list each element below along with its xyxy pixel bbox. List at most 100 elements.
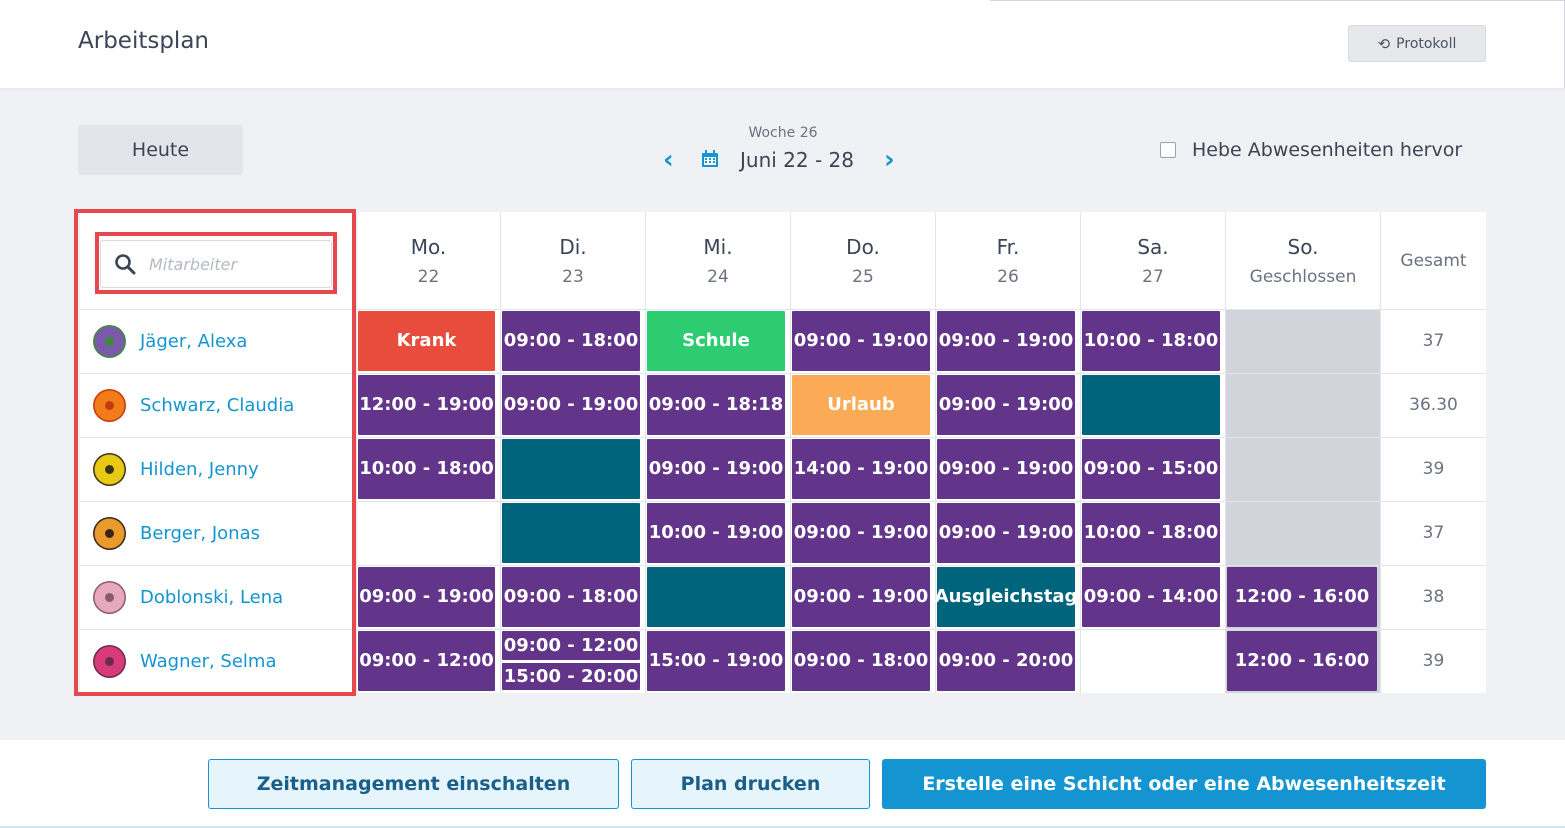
shift-block[interactable]: 12:00 - 19:00	[358, 375, 495, 435]
grid-column-divider	[790, 212, 791, 693]
shift-block[interactable]: Schule	[647, 311, 785, 371]
shift-block[interactable]: 12:00 - 16:00	[1227, 631, 1377, 691]
shift-block[interactable]: 10:00 - 18:00	[1082, 503, 1220, 563]
grid-row-divider	[356, 629, 1486, 630]
create-shift-button[interactable]: Erstelle eine Schicht oder eine Abwesenh…	[882, 759, 1486, 809]
day-name: Di.	[559, 234, 587, 259]
grid-column-divider	[645, 212, 646, 693]
chevron-right-icon[interactable]: ›	[884, 145, 895, 175]
shift-block[interactable]: 09:00 - 18:00	[502, 311, 640, 371]
shift-block[interactable]: 10:00 - 19:00	[647, 503, 785, 563]
day-header: Mi. 24	[645, 212, 790, 309]
shift-block[interactable]: 15:00 - 19:00	[647, 631, 785, 691]
print-plan-button[interactable]: Plan drucken	[631, 759, 870, 809]
employee-search-input[interactable]	[149, 254, 319, 274]
shift-block[interactable]: Krank	[358, 311, 495, 371]
grid-row-divider	[356, 565, 1486, 566]
shift-block[interactable]: 12:00 - 16:00	[1227, 567, 1377, 627]
day-name: So.	[1287, 234, 1319, 259]
day-header: Mo. 22	[356, 212, 500, 309]
page-title: Arbeitsplan	[78, 28, 209, 54]
protokoll-button[interactable]: ⟲ Protokoll	[1348, 25, 1486, 62]
shift-block[interactable]: 09:00 - 19:00	[647, 439, 785, 499]
shift-block[interactable]: 15:00 - 20:00	[502, 660, 640, 690]
calendar-icon[interactable]	[700, 149, 720, 169]
shift-block[interactable]: 09:00 - 19:00	[792, 503, 930, 563]
day-date: 27	[1142, 266, 1164, 287]
day-name: Fr.	[996, 234, 1020, 259]
shift-block[interactable]: 09:00 - 19:00	[358, 567, 495, 627]
employee-row[interactable]: Wagner, Selma	[80, 629, 356, 693]
today-button[interactable]: Heute	[78, 125, 243, 175]
shift-block[interactable]: Urlaub	[792, 375, 930, 435]
shift-block[interactable]: 09:00 - 19:00	[937, 375, 1075, 435]
absence-block[interactable]	[647, 567, 785, 627]
grid-row-divider	[356, 437, 1486, 438]
grid-row-divider	[356, 373, 1486, 374]
employee-name-link[interactable]: Jäger, Alexa	[140, 330, 248, 352]
schedule-grid: Jäger, Alexa Schwarz, Claudia Hilden, Jenn…	[80, 212, 1486, 693]
avatar-magenta-flower	[93, 644, 126, 678]
shift-block[interactable]: 09:00 - 20:00	[937, 631, 1075, 691]
employee-row[interactable]: Hilden, Jenny	[80, 437, 356, 501]
grid-column-divider	[1225, 212, 1226, 693]
shift-block[interactable]: 09:00 - 12:00	[502, 631, 640, 660]
grid-column-divider	[356, 212, 357, 693]
shift-block[interactable]: 09:00 - 18:00	[792, 631, 930, 691]
avatar-yellow-flower	[93, 452, 126, 486]
shift-block[interactable]: 09:00 - 14:00	[1082, 567, 1220, 627]
grid-column-divider	[500, 212, 501, 693]
day-date: Geschlossen	[1249, 266, 1357, 287]
shift-block[interactable]: 09:00 - 19:00	[937, 439, 1075, 499]
employee-row[interactable]: Jäger, Alexa	[80, 309, 356, 373]
highlight-absences-checkbox[interactable]	[1160, 142, 1176, 158]
employee-name-link[interactable]: Schwarz, Claudia	[140, 394, 295, 416]
day-date: 25	[852, 266, 874, 287]
day-header: Sa. 27	[1080, 212, 1225, 309]
shift-block[interactable]: 09:00 - 18:00	[502, 567, 640, 627]
employee-total-hours: 37	[1380, 309, 1486, 373]
shift-block[interactable]: 09:00 - 12:00	[358, 631, 495, 691]
footer-bottom-border	[0, 826, 1565, 828]
avatar-pink-flower	[93, 580, 126, 614]
employee-name-link[interactable]: Berger, Jonas	[140, 522, 260, 544]
chevron-left-icon[interactable]: ‹	[663, 145, 674, 175]
shift-block[interactable]: 09:00 - 19:00	[792, 567, 930, 627]
date-range[interactable]: Juni 22 - 28	[740, 148, 854, 172]
shift-block[interactable]: Ausgleichstag	[935, 567, 1077, 627]
day-header: Do. 25	[790, 212, 935, 309]
shift-block[interactable]: 09:00 - 19:00	[502, 375, 640, 435]
shift-block[interactable]: 10:00 - 18:00	[358, 439, 495, 499]
employee-column-highlight-frame	[74, 209, 356, 696]
shift-block[interactable]: 14:00 - 19:00	[792, 439, 930, 499]
day-date: 26	[997, 266, 1019, 287]
shift-block[interactable]: 09:00 - 19:00	[937, 311, 1075, 371]
absence-block[interactable]	[1082, 375, 1220, 435]
employee-total-hours: 37	[1380, 501, 1486, 565]
avatar-orange-flower	[93, 388, 126, 422]
header-top-border	[990, 0, 1565, 1]
shift-block[interactable]: 10:00 - 18:00	[1082, 311, 1220, 371]
grid-column-divider	[935, 212, 936, 693]
highlight-absences-toggle[interactable]: Hebe Abwesenheiten hervor	[1160, 139, 1462, 161]
shift-block[interactable]: 09:00 - 19:00	[792, 311, 930, 371]
employee-search-box[interactable]	[100, 240, 332, 288]
search-icon	[115, 254, 136, 275]
employee-name-link[interactable]: Wagner, Selma	[140, 650, 277, 672]
employee-row[interactable]: Doblonski, Lena	[80, 565, 356, 629]
absence-block[interactable]	[502, 503, 640, 563]
employee-row[interactable]: Berger, Jonas	[80, 501, 356, 565]
absence-block[interactable]	[502, 439, 640, 499]
shift-block[interactable]: 09:00 - 19:00	[937, 503, 1075, 563]
enable-time-management-button[interactable]: Zeitmanagement einschalten	[208, 759, 619, 809]
employee-name-link[interactable]: Hilden, Jenny	[140, 458, 259, 480]
day-header: Fr. 26	[935, 212, 1080, 309]
shift-block[interactable]: 09:00 - 15:00	[1082, 439, 1220, 499]
protokoll-label: Protokoll	[1396, 35, 1457, 52]
shift-block[interactable]: 09:00 - 18:18	[647, 375, 785, 435]
employee-name-link[interactable]: Doblonski, Lena	[140, 586, 284, 608]
day-header: So. Geschlossen	[1225, 212, 1380, 309]
employee-total-hours: 39	[1380, 437, 1486, 501]
employee-row[interactable]: Schwarz, Claudia	[80, 373, 356, 437]
employee-total-hours: 36.30	[1380, 373, 1486, 437]
